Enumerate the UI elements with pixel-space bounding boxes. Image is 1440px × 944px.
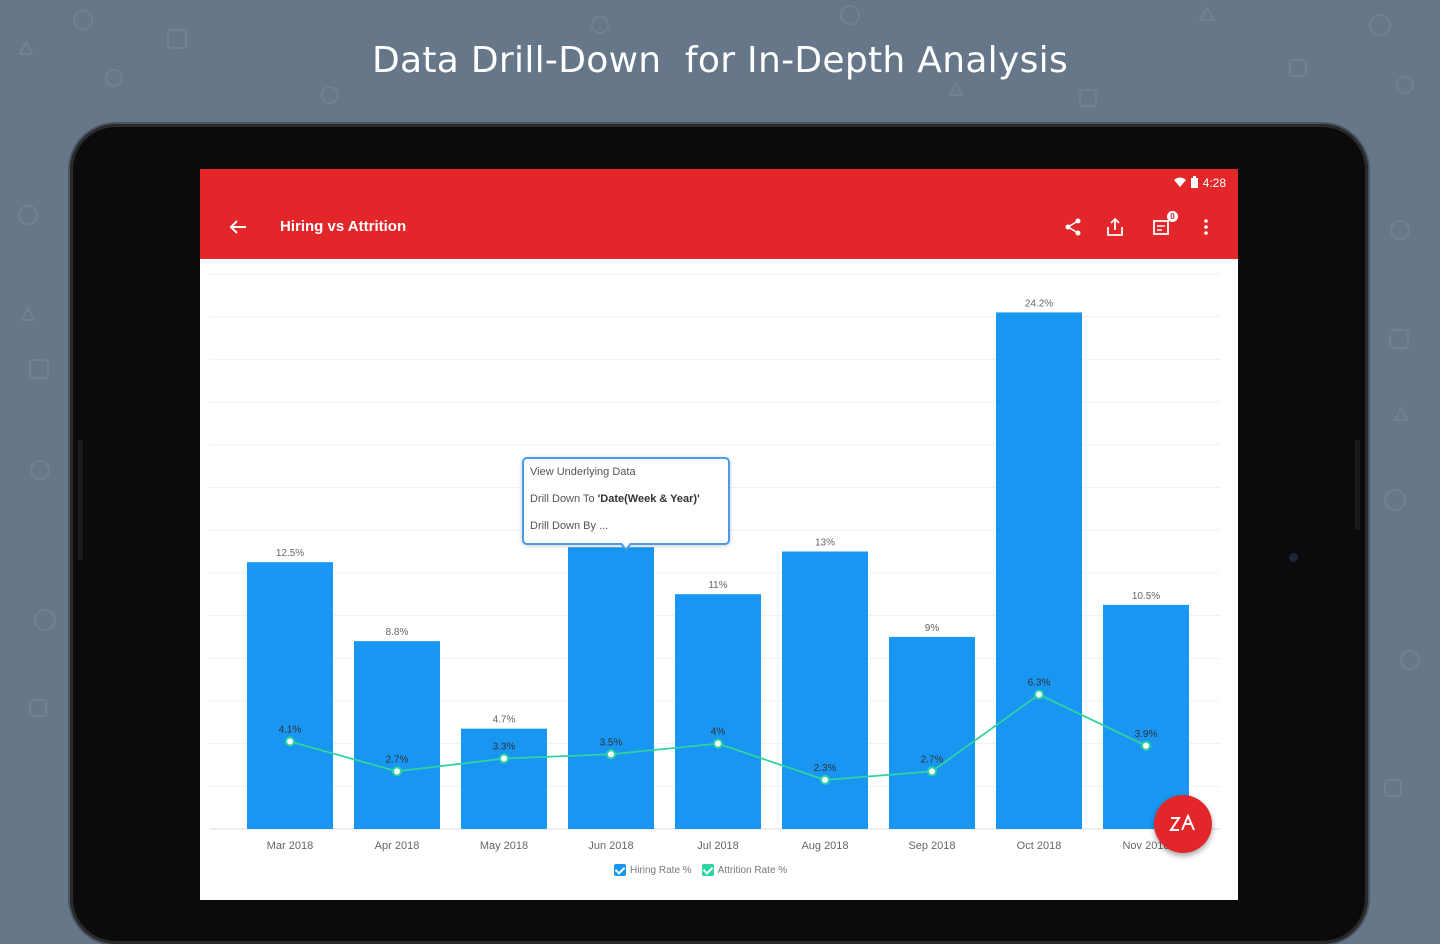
x-axis-tick-label: Oct 2018 xyxy=(1017,840,1062,852)
attrition-point[interactable] xyxy=(1034,689,1044,700)
legend-item-attrition[interactable]: Attrition Rate % xyxy=(701,864,788,876)
x-axis-tick-label: Mar 2018 xyxy=(267,840,313,852)
zia-icon xyxy=(1169,813,1195,831)
tablet-side-button xyxy=(78,440,83,560)
drill-down-popup: View Underlying Data Drill Down To 'Date… xyxy=(522,457,730,551)
line-value-label: 4.1% xyxy=(279,724,302,735)
status-time: 4:28 xyxy=(1202,176,1226,190)
x-axis-tick-label: Aug 2018 xyxy=(801,840,848,852)
drill-down-to-option[interactable]: Drill Down To 'Date(Week & Year)' xyxy=(530,493,700,505)
filter-button[interactable]: 0 xyxy=(1150,211,1178,240)
upload-icon xyxy=(1107,217,1123,236)
line-value-label: 3.5% xyxy=(600,737,623,748)
attrition-point[interactable] xyxy=(499,753,509,764)
attrition-point[interactable] xyxy=(606,749,616,760)
bar-value-label: 12.5% xyxy=(276,548,304,559)
arrow-left-icon xyxy=(229,220,246,234)
tablet-side-button xyxy=(1355,440,1360,530)
view-underlying-data-option[interactable]: View Underlying Data xyxy=(530,466,636,478)
attrition-point[interactable] xyxy=(1141,740,1151,751)
back-button[interactable] xyxy=(224,215,252,239)
chart-legend: Hiring Rate % Attrition Rate % xyxy=(614,864,787,876)
line-value-label: 4% xyxy=(711,727,726,738)
chart-bar[interactable] xyxy=(461,728,547,829)
drill-down-by-option[interactable]: Drill Down By ... xyxy=(530,520,609,532)
bar-value-label: 24.2% xyxy=(1025,298,1053,309)
share-icon xyxy=(1065,218,1081,236)
wifi-icon xyxy=(1173,176,1186,190)
bar-value-label: 11% xyxy=(708,580,727,591)
tablet-camera xyxy=(1289,553,1298,562)
attrition-point[interactable] xyxy=(392,766,402,777)
legend-item-hiring[interactable]: Hiring Rate % xyxy=(614,864,692,876)
line-value-label: 2.7% xyxy=(921,754,944,765)
attrition-point[interactable] xyxy=(285,736,295,747)
more-options-button[interactable] xyxy=(1193,214,1219,240)
chart-bar[interactable] xyxy=(247,562,333,829)
line-value-label: 3.3% xyxy=(493,742,516,753)
bar-value-label: 10.5% xyxy=(1132,591,1160,602)
x-axis-tick-label: May 2018 xyxy=(480,840,528,852)
more-vert-icon xyxy=(1204,219,1208,235)
share-button[interactable] xyxy=(1060,214,1086,240)
export-button[interactable] xyxy=(1102,214,1128,240)
x-axis-tick-label: Apr 2018 xyxy=(375,840,420,852)
chart-bar[interactable] xyxy=(568,547,654,829)
attrition-point[interactable] xyxy=(820,774,830,785)
x-axis-tick-label: Jun 2018 xyxy=(588,840,633,852)
app-bar: 4:28 Hiring vs Attrition 0 xyxy=(200,169,1238,259)
legend-label: Hiring Rate % xyxy=(630,864,692,876)
drill-target: 'Date(Week & Year)' xyxy=(597,493,700,505)
bar-value-label: 4.7% xyxy=(493,715,516,726)
checkbox-icon xyxy=(614,864,626,876)
x-axis-tick-label: Nov 2018 xyxy=(1122,840,1169,852)
chart-bar[interactable] xyxy=(675,594,761,829)
popup-pointer-fill xyxy=(622,543,630,548)
line-value-label: 2.7% xyxy=(386,754,409,765)
chart-bar[interactable] xyxy=(1103,604,1189,829)
zia-assistant-button[interactable] xyxy=(1154,795,1212,853)
line-value-label: 2.3% xyxy=(814,763,837,774)
checkbox-icon xyxy=(701,864,714,876)
line-value-label: 3.9% xyxy=(1135,729,1158,740)
legend-label: Attrition Rate % xyxy=(717,864,788,876)
status-bar: 4:28 xyxy=(1173,175,1226,191)
app-screen: 4:28 Hiring vs Attrition 0 xyxy=(200,169,1238,900)
bar-value-label: 9% xyxy=(925,623,940,634)
chart-bar[interactable] xyxy=(782,551,868,830)
notification-badge: 0 xyxy=(1167,211,1178,222)
report-filter-icon xyxy=(1153,220,1169,235)
attrition-point[interactable] xyxy=(713,738,723,749)
line-value-label: 6.3% xyxy=(1028,678,1051,689)
chart-bar[interactable] xyxy=(889,636,975,829)
bar-value-label: 8.8% xyxy=(386,627,409,638)
x-axis-tick-label: Sep 2018 xyxy=(908,840,955,852)
bar-value-label: 13% xyxy=(815,538,835,549)
page-title: Hiring vs Attrition xyxy=(280,218,407,235)
hiring-attrition-chart: 12.5% Mar 2018 8.8% Apr 2018 4.7% May 2018 Jun… xyxy=(210,273,1220,852)
chart-bar[interactable] xyxy=(354,641,440,829)
x-axis-tick-label: Jul 2018 xyxy=(697,840,739,852)
battery-icon xyxy=(1190,175,1198,191)
headline: Data Drill-Down for In-Depth Analysis xyxy=(372,40,1068,81)
chart-bar[interactable] xyxy=(996,312,1082,829)
attrition-point[interactable] xyxy=(927,766,937,777)
